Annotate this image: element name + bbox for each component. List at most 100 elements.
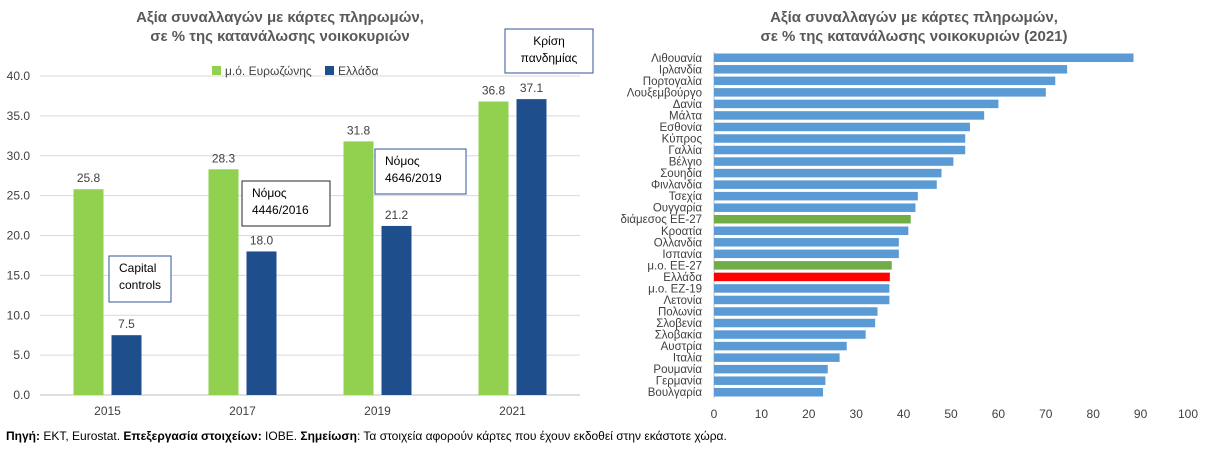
bar (714, 353, 840, 362)
x-tick-label: 90 (1134, 407, 1148, 421)
x-tick-label: 2021 (499, 404, 526, 418)
category-label: Βουλγαρία (648, 387, 703, 399)
category-label: Γερμανία (656, 376, 703, 388)
category-label: Δανία (673, 99, 703, 111)
chart-title-line: Αξία συναλλαγών με κάρτες πληρωμών, (136, 9, 424, 26)
category-label: Ελλάδα (663, 272, 702, 284)
category-label: Ρουμανία (653, 364, 702, 376)
x-tick-label: 2019 (364, 404, 391, 418)
bar (714, 53, 1134, 63)
annotation-text: Νόμος (252, 186, 287, 200)
category-label: Αυστρία (661, 341, 703, 353)
bar-greece (381, 225, 412, 395)
x-tick-label: 30 (850, 407, 864, 421)
data-label: 25.8 (77, 171, 101, 185)
x-tick-label: 40 (897, 407, 911, 421)
right-chart: Αξία συναλλαγών με κάρτες πληρωμών, σε % … (620, 9, 1198, 421)
legend-label: μ.ό. Ευρωζώνης (225, 64, 312, 78)
x-tick-label: 0 (711, 407, 718, 421)
category-label: Βέλγιο (669, 157, 702, 169)
bar (714, 111, 985, 120)
data-label: 36.8 (482, 84, 506, 98)
x-tick-label: 100 (1178, 407, 1198, 421)
bar (714, 364, 828, 374)
y-tick-label: 5.0 (13, 348, 30, 362)
bar (714, 65, 1068, 74)
bar-greece (516, 99, 547, 395)
category-label: Ολλανδία (654, 237, 703, 249)
x-tick-label: 60 (992, 407, 1006, 421)
y-tick-label: 15.0 (7, 268, 31, 282)
category-label: Πολωνία (658, 307, 702, 319)
bar (714, 307, 878, 316)
y-tick-label: 25.0 (7, 189, 31, 203)
bar-eurozone (73, 189, 104, 395)
chart-title-line: σε % της κατανάλωσης νοικοκυριών (150, 28, 410, 45)
bar (714, 272, 890, 282)
category-label: Σλοβακία (655, 330, 703, 342)
bar-eurozone (208, 169, 239, 395)
annotation-text: 4646/2019 (385, 171, 442, 185)
data-label: 31.8 (347, 123, 371, 137)
chart-title-line: σε % της κατανάλωσης νοικοκυριών (2021) (760, 28, 1067, 45)
category-label: Εσθονία (659, 122, 702, 134)
bar (714, 238, 899, 247)
annotation-pandemic: Κρίση πανδημίας (504, 28, 594, 74)
note-text: : Τα στοιχεία αφορούν κάρτες που έχουν ε… (356, 429, 727, 443)
bar (714, 284, 890, 293)
annotation-box (504, 28, 594, 74)
footer-note: Πηγή: ΕΚΤ, Eurostat. Επεξεργασία στοιχεί… (6, 429, 727, 443)
bar-greece (111, 335, 142, 395)
category-label: Σουηδία (660, 168, 702, 180)
bar (714, 226, 909, 236)
annotation-text: Capital (119, 261, 156, 275)
bar (714, 203, 916, 212)
processing-text: ΙΟΒΕ. (261, 429, 301, 443)
legend-label: Ελλάδα (338, 64, 378, 78)
bar (714, 180, 937, 189)
bar (714, 88, 1046, 97)
data-label: 18.0 (250, 233, 274, 247)
x-tick-label: 2015 (94, 404, 121, 418)
legend-swatch (325, 66, 334, 75)
category-label: Μάλτα (669, 110, 702, 122)
y-tick-label: 30.0 (7, 149, 31, 163)
bar-eurozone (343, 141, 374, 395)
annotation-box (374, 148, 467, 195)
bar (714, 341, 847, 351)
x-tick-label: 2017 (229, 404, 256, 418)
category-label: Ουγγαρία (653, 203, 702, 215)
bar (714, 376, 826, 385)
category-label: Φινλανδία (651, 180, 702, 192)
bar (714, 134, 966, 143)
category-label: Λιθουανία (651, 53, 702, 65)
category-label: μ.ο. ΕΕ-27 (647, 260, 702, 272)
category-label: Ισπανία (662, 249, 702, 261)
bar (714, 214, 911, 224)
annotation-box (108, 255, 172, 303)
processing-label: Επεξεργασία στοιχείων: (123, 429, 262, 443)
source-label: Πηγή: (6, 429, 40, 443)
data-label: 37.1 (520, 81, 544, 95)
annotation-law-4646: Νόμος 4646/2019 (374, 148, 467, 195)
category-label: Ιταλία (673, 353, 703, 365)
annotation-text: πανδημίας (521, 51, 578, 65)
x-tick-label: 10 (755, 407, 769, 421)
data-label: 21.2 (385, 208, 409, 222)
bar (714, 157, 954, 166)
y-tick-label: 35.0 (7, 109, 31, 123)
category-label: Τσεχία (669, 191, 703, 203)
category-label: Ιρλανδία (659, 64, 702, 76)
annotation-text: controls (119, 278, 161, 292)
y-tick-label: 40.0 (7, 69, 31, 83)
x-tick-label: 70 (1039, 407, 1053, 421)
category-label: διάμεσος ΕΕ-27 (620, 214, 702, 226)
bar (714, 261, 892, 270)
bar (714, 76, 1056, 86)
bar (714, 145, 966, 155)
left-chart: Αξία συναλλαγών με κάρτες πληρωμών, σε % … (7, 9, 594, 418)
bar-eurozone (478, 101, 509, 396)
data-label: 7.5 (118, 317, 135, 331)
bar (714, 99, 999, 109)
source-text: ΕΚΤ, Eurostat. (40, 429, 124, 443)
